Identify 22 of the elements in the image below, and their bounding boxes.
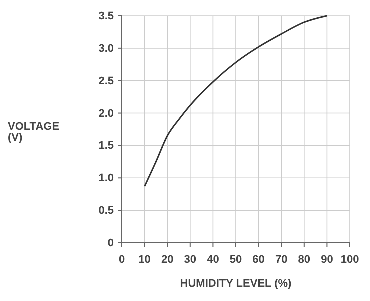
y-tick-label: 1.0 [98,172,114,185]
x-tick-label: 30 [184,254,197,266]
x-tick-label: 100 [340,254,360,266]
x-tick-label: 90 [321,254,334,266]
x-tick-label: 10 [138,254,151,266]
x-tick-label: 70 [275,254,288,266]
y-tick-label: 3.5 [98,10,114,23]
y-tick-label: 3.0 [98,42,114,55]
y-tick-label: 0.5 [98,205,114,218]
y-tick-label: 1.5 [98,140,114,152]
x-tick-label: 80 [298,254,311,266]
x-tick-label: 20 [161,254,174,266]
line-series [144,15,328,188]
x-tick-label: 40 [207,254,220,266]
y-axis-title: VOLTAGE (V) [8,121,60,144]
x-tick-label: 50 [230,254,242,266]
x-axis-title: HUMIDITY LEVEL (%) [180,278,292,290]
y-tick-label: 0 [108,238,114,250]
x-tick-label: 0 [118,254,126,266]
y-tick-label: 2.0 [98,108,114,120]
x-tick-label: 60 [252,254,265,266]
y-tick-label: 2.5 [98,75,114,88]
